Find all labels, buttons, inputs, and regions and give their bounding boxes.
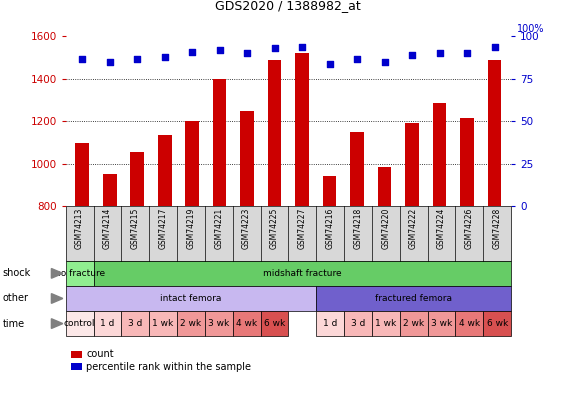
Bar — [130, 152, 144, 206]
Text: intact femora: intact femora — [160, 294, 222, 303]
Text: GSM74222: GSM74222 — [409, 207, 418, 249]
Bar — [185, 122, 199, 206]
Point — [435, 50, 444, 57]
Text: GSM74221: GSM74221 — [214, 207, 223, 249]
Point — [160, 53, 169, 60]
Point — [297, 43, 307, 50]
Point — [132, 55, 142, 62]
Bar — [377, 167, 392, 206]
Bar — [323, 177, 336, 206]
Text: no fracture: no fracture — [54, 269, 104, 278]
Bar — [460, 118, 474, 206]
Text: control: control — [64, 319, 95, 328]
Text: shock: shock — [3, 269, 31, 278]
Text: GSM74218: GSM74218 — [353, 207, 363, 249]
Point — [78, 55, 87, 62]
Text: midshaft fracture: midshaft fracture — [263, 269, 341, 278]
Text: 6 wk: 6 wk — [264, 319, 285, 328]
Text: 3 wk: 3 wk — [431, 319, 452, 328]
Text: percentile rank within the sample: percentile rank within the sample — [86, 362, 251, 371]
Point — [325, 60, 334, 67]
Text: 2 wk: 2 wk — [180, 319, 202, 328]
Text: 3 d: 3 d — [351, 319, 365, 328]
Text: 4 wk: 4 wk — [459, 319, 480, 328]
Bar — [103, 174, 116, 206]
Text: fractured femora: fractured femora — [375, 294, 452, 303]
Text: 3 d: 3 d — [128, 319, 142, 328]
Bar — [75, 143, 89, 206]
Bar — [240, 111, 254, 206]
Text: 1 wk: 1 wk — [152, 319, 174, 328]
Point — [270, 45, 279, 51]
Text: 2 wk: 2 wk — [403, 319, 424, 328]
Point — [187, 49, 196, 55]
Point — [215, 47, 224, 53]
Text: GSM74213: GSM74213 — [75, 207, 84, 249]
Text: GSM74220: GSM74220 — [381, 207, 391, 249]
Text: 4 wk: 4 wk — [236, 319, 257, 328]
Point — [105, 59, 114, 65]
Bar — [433, 103, 447, 206]
Bar — [405, 124, 419, 206]
Text: 6 wk: 6 wk — [486, 319, 508, 328]
Bar — [268, 60, 282, 206]
Point — [380, 59, 389, 65]
Text: 1 wk: 1 wk — [375, 319, 396, 328]
Text: GSM74214: GSM74214 — [103, 207, 112, 249]
Point — [490, 43, 499, 50]
Text: GDS2020 / 1388982_at: GDS2020 / 1388982_at — [215, 0, 361, 12]
Text: 1 d: 1 d — [323, 319, 337, 328]
Text: GSM74227: GSM74227 — [297, 207, 307, 249]
Text: other: other — [3, 294, 29, 303]
Bar — [295, 53, 309, 206]
Point — [408, 52, 417, 58]
Text: 1 d: 1 d — [100, 319, 115, 328]
Point — [352, 55, 361, 62]
Bar — [488, 60, 501, 206]
Text: GSM74216: GSM74216 — [325, 207, 335, 249]
Text: time: time — [3, 319, 25, 328]
Text: GSM74226: GSM74226 — [465, 207, 474, 249]
Text: GSM74215: GSM74215 — [131, 207, 140, 249]
Bar — [158, 135, 171, 206]
Bar — [213, 79, 227, 206]
Text: GSM74217: GSM74217 — [159, 207, 168, 249]
Text: GSM74223: GSM74223 — [242, 207, 251, 249]
Text: GSM74228: GSM74228 — [493, 207, 502, 249]
Text: 100%: 100% — [517, 24, 544, 34]
Text: GSM74224: GSM74224 — [437, 207, 446, 249]
Text: count: count — [86, 350, 114, 359]
Text: GSM74225: GSM74225 — [270, 207, 279, 249]
Point — [243, 50, 252, 57]
Text: 3 wk: 3 wk — [208, 319, 230, 328]
Point — [463, 50, 472, 57]
Bar — [350, 132, 364, 206]
Text: GSM74219: GSM74219 — [186, 207, 195, 249]
